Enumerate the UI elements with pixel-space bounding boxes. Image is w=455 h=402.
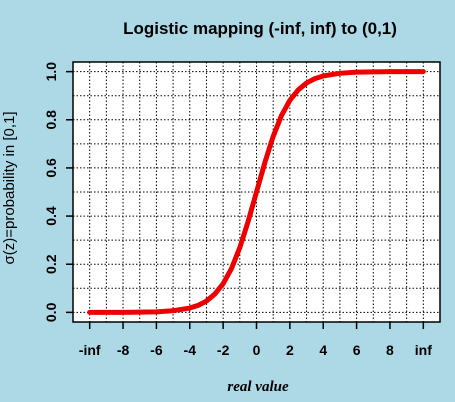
x-tick-label: 0 bbox=[253, 342, 261, 358]
y-tick-label: 0.6 bbox=[43, 158, 59, 178]
x-axis-label: real value bbox=[227, 379, 289, 395]
x-tick-label: 6 bbox=[353, 342, 361, 358]
x-tick-label: -8 bbox=[117, 342, 130, 358]
y-tick-label: 0.8 bbox=[43, 110, 59, 130]
x-tick-label: 2 bbox=[286, 342, 294, 358]
x-tick-label: -2 bbox=[217, 342, 230, 358]
x-tick-label: 4 bbox=[319, 342, 327, 358]
y-tick-label: 0.0 bbox=[43, 302, 59, 322]
chart-title: Logistic mapping (-inf, inf) to (0,1) bbox=[123, 19, 397, 38]
y-tick-label: 1.0 bbox=[43, 62, 59, 82]
y-tick-label: 0.2 bbox=[43, 254, 59, 274]
x-tick-label: -6 bbox=[150, 342, 163, 358]
x-tick-label: -4 bbox=[184, 342, 197, 358]
x-tick-label: -inf bbox=[79, 342, 101, 358]
axis-ticks: -inf -8 -6 -4 -2 0 2 4 6 8 inf 0.0 0.2 0.4 0.6 0.8 1.0 bbox=[43, 62, 432, 358]
curve-layer bbox=[87, 69, 426, 315]
x-tick-label: 8 bbox=[386, 342, 394, 358]
x-tick-label: inf bbox=[415, 342, 432, 358]
y-axis-label: σ(z)=probability in [0,1] bbox=[1, 111, 18, 264]
logistic-curve bbox=[87, 69, 426, 315]
y-tick-label: 0.4 bbox=[43, 206, 59, 226]
